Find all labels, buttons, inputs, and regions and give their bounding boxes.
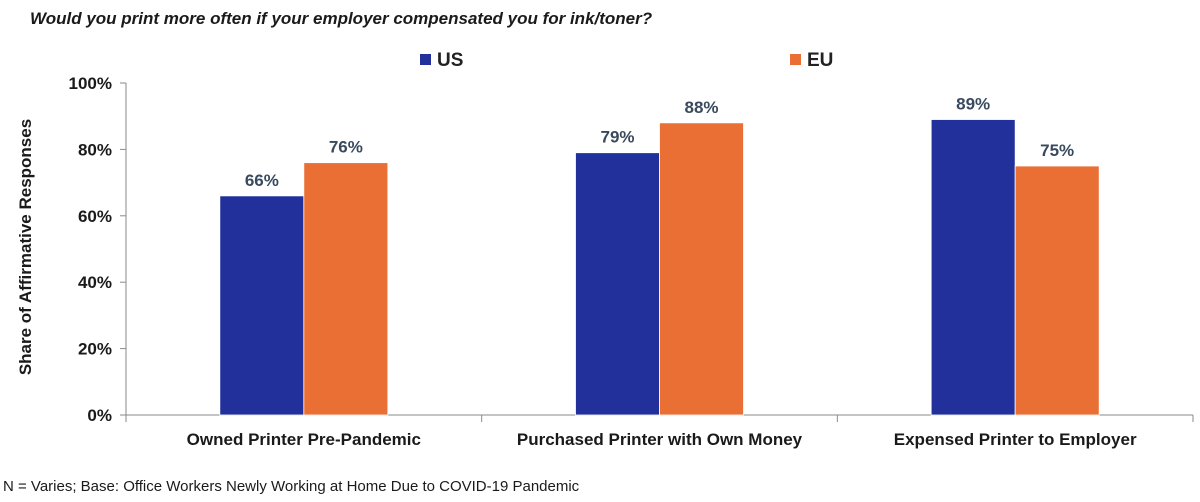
data-label-us: 66% bbox=[245, 171, 279, 190]
bar-eu bbox=[659, 122, 744, 416]
category-label: Expensed Printer to Employer bbox=[894, 430, 1137, 449]
bar-us bbox=[930, 119, 1016, 416]
legend-label-eu: EU bbox=[807, 50, 833, 71]
x-axis bbox=[125, 414, 1194, 422]
bar-eu bbox=[1014, 165, 1100, 416]
y-tick-label: 20% bbox=[78, 340, 112, 359]
y-tick-label: 0% bbox=[87, 406, 112, 425]
legend: US EU bbox=[420, 50, 833, 71]
y-tick-label: 40% bbox=[78, 273, 112, 292]
data-label-eu: 75% bbox=[1040, 141, 1074, 160]
bars bbox=[219, 119, 1100, 416]
bar-us bbox=[575, 152, 660, 416]
category-label: Owned Printer Pre-Pandemic bbox=[187, 430, 421, 449]
data-label-us: 79% bbox=[600, 128, 634, 147]
chart-title: Would you print more often if your emplo… bbox=[30, 9, 653, 28]
data-label-eu: 88% bbox=[684, 98, 718, 117]
y-axis: 0% 20% 40% 60% 80% 100% bbox=[69, 74, 127, 425]
bar-eu bbox=[303, 162, 389, 416]
y-tick-label: 100% bbox=[69, 74, 112, 93]
data-label-eu: 76% bbox=[329, 138, 363, 157]
y-axis-label: Share of Affirmative Responses bbox=[16, 119, 35, 375]
legend-swatch-eu bbox=[790, 54, 801, 65]
legend-swatch-us bbox=[420, 54, 431, 65]
y-tick-label: 60% bbox=[78, 207, 112, 226]
y-axis-label-group: Share of Affirmative Responses bbox=[16, 119, 35, 375]
bar-us bbox=[219, 195, 305, 416]
y-tick-label: 80% bbox=[78, 140, 112, 159]
footnote: N = Varies; Base: Office Workers Newly W… bbox=[3, 478, 580, 495]
data-label-us: 89% bbox=[956, 95, 990, 114]
category-labels: Owned Printer Pre-Pandemic Purchased Prin… bbox=[187, 430, 1137, 449]
legend-label-us: US bbox=[437, 50, 463, 71]
category-label: Purchased Printer with Own Money bbox=[517, 430, 803, 449]
data-labels: 66% 76% 79% 88% 89% 75% bbox=[245, 95, 1074, 190]
